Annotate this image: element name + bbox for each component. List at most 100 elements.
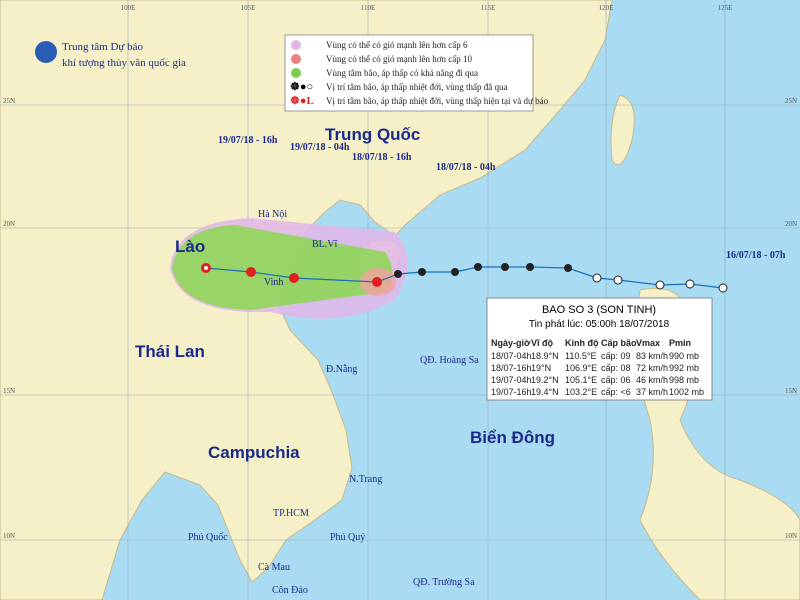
longitude-label: 110E	[361, 4, 376, 12]
latitude-label: 10N	[785, 532, 797, 540]
agency-name: Trung tâm Dự báo	[62, 41, 144, 53]
past-position	[685, 279, 695, 289]
time-label: 18/07/18 - 16h	[352, 152, 412, 163]
table-cell: 1002 mb	[669, 387, 704, 397]
mainland	[0, 0, 613, 600]
table-cell: 19.4°N	[531, 387, 559, 397]
latitude-label: 20N	[3, 220, 15, 228]
latitude-label: 15N	[785, 387, 797, 395]
table-cell: 19°N	[531, 363, 551, 373]
table-cell: 106.9°E	[565, 363, 597, 373]
past-position	[655, 280, 665, 290]
past-position	[451, 268, 459, 276]
table-cell: 19/07-04h	[491, 375, 532, 385]
bulletin-title: BAO SO 3 (SON TINH)	[542, 304, 656, 316]
table-header: Kinh độ	[565, 338, 599, 348]
table-header: Vĩ độ	[531, 338, 554, 348]
place-label: Cà Mau	[258, 562, 290, 573]
forecast-position	[204, 266, 208, 270]
table-cell: 83 km/h	[636, 351, 668, 361]
legend-swatch	[291, 68, 301, 78]
latitude-label: 25N	[3, 97, 15, 105]
latitude-label: 20N	[785, 220, 797, 228]
table-cell: 110.5°E	[565, 351, 596, 361]
place-label: Phú Quốc	[188, 532, 228, 543]
time-label: 19/07/18 - 04h	[290, 142, 350, 153]
table-cell: cấp: 09	[601, 351, 631, 361]
agency-logo: Trung tâm Dự báo khí tượng thủy văn quốc…	[35, 41, 186, 69]
table-header: Pmin	[669, 338, 691, 348]
bulletin-table: Ngày-giờ Vĩ độ Kinh độ Cấp bão Vmax Pmin 18/07…	[491, 338, 704, 397]
longitude-label: 125E	[718, 4, 733, 12]
legend-swatch: ☸●L	[290, 95, 314, 107]
bulletin: BAO SO 3 (SON TINH) Tin phát lúc: 05:00h…	[486, 297, 713, 401]
taiwan	[610, 94, 635, 165]
bulletin-issued: Tin phát lúc: 05:00h 18/07/2018	[529, 319, 670, 330]
table-header: Ngày-giờ	[491, 338, 531, 348]
time-label: 16/07/18 - 07h	[726, 250, 786, 261]
forecast-position	[246, 267, 256, 277]
past-position	[501, 263, 509, 271]
longitude-label: 100E	[121, 4, 136, 12]
storm-positions	[201, 263, 728, 293]
place-label: N.Trang	[349, 474, 382, 485]
past-position	[394, 270, 402, 278]
table-cell: 18/07-16h	[491, 363, 532, 373]
place-label: BL.Vĩ	[312, 239, 338, 250]
forecast-position	[289, 273, 299, 283]
place-label: TP.HCM	[273, 508, 309, 519]
table-cell: 46 km/h	[636, 375, 668, 385]
table-cell: 992 mb	[669, 363, 699, 373]
table-cell: cấp: 08	[601, 363, 631, 373]
place-label: Vinh	[264, 277, 283, 288]
place-label: Biển Đông	[470, 428, 555, 447]
table-cell: 105.1°E	[565, 375, 597, 385]
place-label: Thái Lan	[135, 342, 205, 361]
table-header: Vmax	[636, 338, 660, 348]
legend-text: Vùng có thể có gió mạnh lên hơn cấp 6	[326, 40, 468, 50]
place-label: Phú Quý	[330, 532, 365, 543]
storm-track	[205, 266, 724, 289]
bulletin-box	[486, 297, 713, 401]
place-label: QĐ. Trường Sa	[413, 577, 475, 588]
logo	[35, 41, 57, 63]
place-label: Trung Quốc	[325, 125, 420, 144]
past-position	[613, 275, 623, 285]
legend-swatch	[291, 40, 301, 50]
table-cell: 103.2°E	[565, 387, 597, 397]
table-cell: 19.2°N	[531, 375, 559, 385]
past-position	[564, 264, 572, 272]
table-header: Cấp bão	[601, 338, 637, 348]
legend-box	[284, 34, 534, 112]
legend-text: Vùng có thể có gió mạnh lên hơn cấp 10	[326, 54, 472, 64]
past-position	[418, 268, 426, 276]
latitude-label: 25N	[785, 97, 797, 105]
past-position	[474, 263, 482, 271]
place-label: Hà Nội	[258, 209, 287, 220]
table-cell: 19/07-16h	[491, 387, 532, 397]
legend-text: Vị trí tâm bão, áp thấp nhiệt đới, vùng …	[326, 82, 507, 92]
table-cell: 37 km/h	[636, 387, 668, 397]
past-position	[718, 283, 728, 293]
longitude-label: 105E	[241, 4, 256, 12]
place-label: Đ.Nẵng	[326, 364, 357, 375]
place-labels: Trung Quốc Lào Thái Lan Campuchia Biển Đông H…	[135, 125, 555, 596]
legend: ☸●○ ☸●L Vùng có thể có gió mạnh lên hơn …	[284, 34, 549, 112]
forecast-position	[372, 277, 382, 287]
past-position	[592, 273, 602, 283]
table-cell: 998 mb	[669, 375, 699, 385]
table-cell: cấp: <6	[601, 387, 631, 397]
graticule-labels: 100E 105E 110E 115E 120E 125E 25N 25N 20N 20N 15N 1…	[3, 4, 797, 540]
longitude-label: 115E	[481, 4, 496, 12]
legend-swatch	[291, 54, 301, 64]
table-cell: cấp: 06	[601, 375, 631, 385]
longitude-label: 120E	[599, 4, 614, 12]
place-label: QĐ. Hoàng Sa	[420, 355, 479, 366]
table-cell: 72 km/h	[636, 363, 668, 373]
legend-text: Vùng tâm bão, áp thấp có khả năng đi qua	[326, 68, 478, 78]
place-label: Campuchia	[208, 443, 300, 462]
time-label: 19/07/18 - 16h	[218, 135, 278, 146]
time-label: 18/07/18 - 04h	[436, 162, 496, 173]
